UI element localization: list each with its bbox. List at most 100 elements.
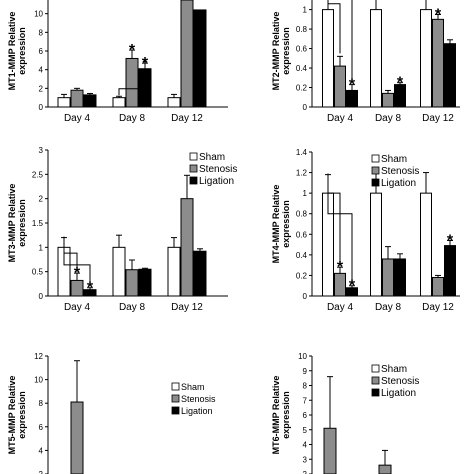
bar [382,258,394,297]
y-tick-label: 2 [303,470,308,474]
y-axis-title: MT4-MMP Relative expression [271,185,291,264]
y-tick-label: 10 [298,352,307,361]
y-axis-title-line: MT1-MMP Relative [7,12,17,91]
y-tick-label: 6 [39,423,44,432]
y-tick-label: 4 [39,66,44,75]
legend-label: Ligation [181,406,213,416]
y-tick-label: 8 [303,382,308,391]
bar [193,250,207,297]
y-tick-label: 2 [39,470,44,474]
significance-star: * [397,75,404,92]
legend-label: Stenosis [181,394,216,404]
bar [432,18,444,108]
bar [323,427,337,474]
significance-bracket [118,60,146,96]
bar [444,43,456,108]
y-tick-label: 0.6 [296,230,308,239]
bar [70,401,84,474]
chart-panel-2: 0 0.2 0.4 0.6 0.8 1 MT2-MMP Relative expression… [271,0,460,124]
bar [70,279,84,297]
y-axis-title-line: MT3-MMP Relative [7,184,17,263]
bar [334,272,346,297]
y-tick-label: 0 [303,292,308,301]
bar [57,97,71,108]
y-tick-label: 0.5 [32,268,44,277]
y-tick-label: 0.8 [296,25,308,34]
legend-swatch [371,388,380,397]
y-axis-title-line: expression [281,200,291,248]
legend-label: Stenosis [381,166,419,177]
y-tick-label: 3 [39,146,44,155]
bar [167,246,181,297]
bar [138,268,152,297]
legend-label: Sham [381,364,407,375]
y-tick-label: 12 [34,352,43,361]
bar [322,9,334,108]
significance-star: * [142,55,149,72]
y-axis-title-line: MT4-MMP Relative [271,185,281,264]
y-tick-label: 10 [34,376,43,385]
y-axis-title-line: expression [17,27,27,75]
y-axis-title: MT3-MMP Relative expression [7,184,27,263]
legend-swatch [371,364,380,373]
chart-panel-4: 0 0.2 0.4 0.6 0.8 1 1.2 1.4 MT4-MMP Relative expr… [271,148,460,313]
x-tick-label: Day 4 [64,302,91,313]
y-tick-label: 1 [303,189,308,198]
bar [125,269,139,297]
legend-label: Ligation [199,176,234,187]
bar [70,89,84,108]
y-axis-title: MT5-MMP Relative expression [7,376,27,455]
bar [125,57,139,108]
x-tick-label: Day 12 [171,302,203,313]
legend-swatch [189,164,198,173]
bar [193,9,207,108]
y-tick-label: 8 [39,28,44,37]
legend-swatch [371,376,380,385]
legend-swatch [371,178,380,187]
y-tick-label: 8 [39,399,44,408]
significance-bracket [327,0,353,82]
y-axis-title-line: MT6-MMP Relative [271,376,281,455]
y-tick-label: 0.4 [296,64,308,73]
significance-star: * [129,42,136,59]
legend-swatch [371,166,380,175]
chart-panel-1: 0 2 4 6 8 10 MT1-MMP Relative expression Day 4 Da… [7,0,228,124]
legend-label: Ligation [381,178,416,189]
y-tick-label: 1 [303,6,308,15]
bar [444,245,456,297]
legend-swatch [171,382,180,391]
bar [167,97,181,108]
significance-star: * [349,77,356,94]
y-tick-label: 4 [39,446,44,455]
y-tick-label: 0.2 [296,84,308,93]
significance-bracket [327,0,341,54]
x-tick-label: Day 12 [171,113,203,124]
x-tick-label: Day 12 [422,302,454,313]
legend-label: Stenosis [381,376,419,387]
legend-label: Sham [381,154,407,165]
y-tick-label: 2 [39,195,44,204]
y-tick-label: 6 [303,411,308,420]
y-tick-label: 1.4 [296,148,308,157]
y-tick-label: 6 [39,47,44,56]
legend-label: Ligation [381,388,416,399]
bar [382,92,394,108]
y-axis-title: MT2-MMP Relative expression [271,12,291,91]
y-tick-label: 0 [303,103,308,112]
significance-star: * [349,278,356,295]
x-tick-label: Day 4 [327,302,354,313]
y-tick-label: 1 [39,243,44,252]
y-axis-title-line: expression [17,391,27,439]
legend-swatch [189,176,198,185]
y-tick-label: 0 [39,292,44,301]
chart-panel-3: 0 0.5 1 1.5 2 2.5 3 MT3-MMP Relative expression D… [7,146,237,313]
y-axis-title-line: MT2-MMP Relative [271,12,281,91]
y-axis-title: MT6-MMP Relative expression [271,376,291,455]
legend-swatch [171,394,180,403]
legend-swatch [371,154,380,163]
bar [112,246,126,297]
y-tick-label: 7 [303,396,308,405]
